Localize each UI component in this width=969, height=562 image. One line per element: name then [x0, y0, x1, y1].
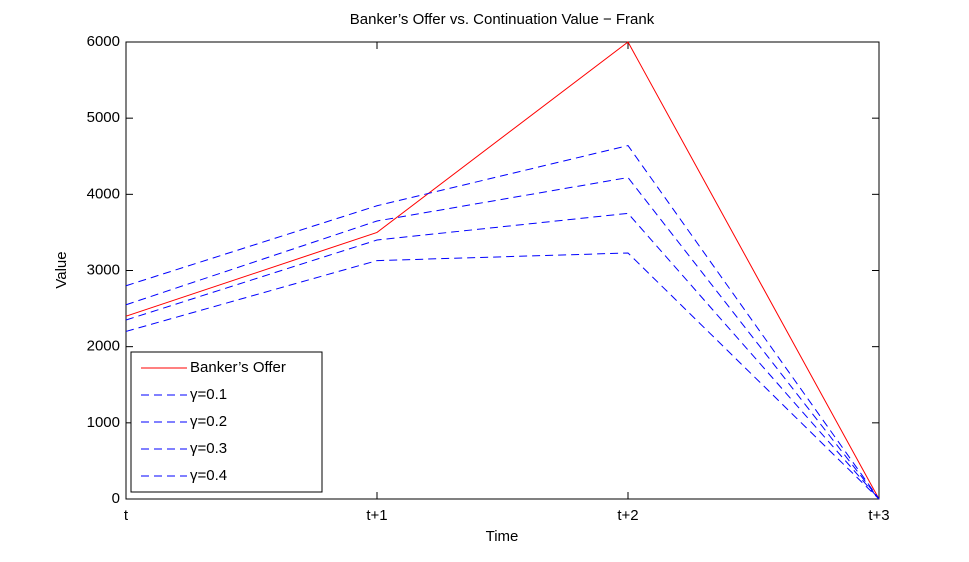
y-tick-label: 1000 [87, 414, 120, 431]
series-line [125, 145, 880, 500]
series-line [125, 177, 880, 500]
series-line [125, 41, 880, 500]
y-axis-label: Value [53, 251, 70, 288]
chart-title: Banker’s Offer vs. Continuation Value − … [350, 11, 655, 28]
legend-label: γ=0.2 [190, 413, 227, 430]
legend-label: γ=0.4 [190, 467, 227, 484]
x-tick-label: t+1 [366, 507, 387, 524]
x-tick-label: t [124, 507, 129, 524]
y-tick-label: 4000 [87, 185, 120, 202]
y-tick-label: 5000 [87, 109, 120, 126]
x-tick-label: t+2 [617, 507, 638, 524]
legend-label: Banker’s Offer [190, 359, 286, 376]
series-line [125, 252, 880, 500]
y-tick-label: 6000 [87, 33, 120, 50]
legend-label: γ=0.1 [190, 386, 227, 403]
legend-label: γ=0.3 [190, 440, 227, 457]
x-axis-label: Time [486, 528, 519, 545]
x-tick-label: t+3 [868, 507, 889, 524]
legend-box [130, 351, 323, 493]
series-line [125, 212, 880, 500]
y-tick-label: 3000 [87, 261, 120, 278]
y-tick-label: 2000 [87, 338, 120, 355]
y-tick-label: 0 [112, 490, 120, 507]
